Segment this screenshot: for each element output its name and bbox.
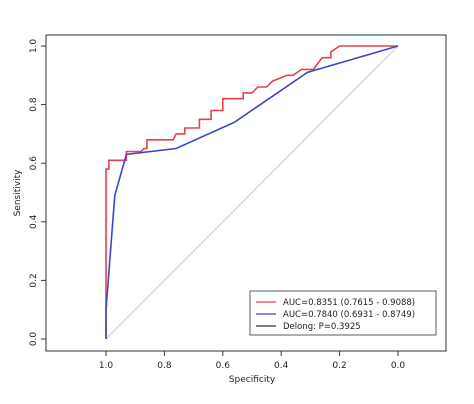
- y-tick-label: 1.0: [29, 39, 39, 54]
- x-tick-label: 0.0: [391, 361, 406, 371]
- y-tick-label: 0.8: [29, 97, 39, 112]
- x-tick-label: 0.2: [332, 361, 346, 371]
- x-tick-label: 0.6: [216, 361, 231, 371]
- y-tick-label: 0.4: [29, 214, 39, 229]
- roc-curve-2: [105, 45, 399, 339]
- y-axis-title: Sensitivity: [13, 169, 23, 217]
- x-tick-label: 0.8: [157, 361, 172, 371]
- legend-label-1: AUC=0.8351 (0.7615 - 0.9088): [283, 298, 415, 308]
- series-layer: [105, 45, 399, 339]
- x-tick-label: 0.4: [274, 361, 289, 371]
- x-tick-label: 1.0: [99, 361, 114, 371]
- reference-diagonal: [105, 45, 399, 340]
- legend-label-2: AUC=0.7840 (0.6931 - 0.8749): [283, 310, 415, 320]
- y-axis: 0.0 0.2 0.4 0.6 0.8 1.0: [29, 39, 47, 347]
- legend: AUC=0.8351 (0.7615 - 0.9088) AUC=0.7840 …: [249, 290, 437, 336]
- legend-label-3: Delong: P=0.3925: [283, 322, 361, 332]
- y-tick-label: 0.2: [29, 273, 39, 287]
- legend-box: [249, 290, 437, 336]
- y-tick-label: 0.0: [29, 332, 39, 347]
- x-axis: 1.0 0.8 0.6 0.4 0.2 0.0: [99, 350, 406, 371]
- roc-curve-1: [105, 45, 398, 339]
- y-tick-label: 0.6: [29, 156, 39, 171]
- x-axis-title: Specificity: [229, 375, 276, 385]
